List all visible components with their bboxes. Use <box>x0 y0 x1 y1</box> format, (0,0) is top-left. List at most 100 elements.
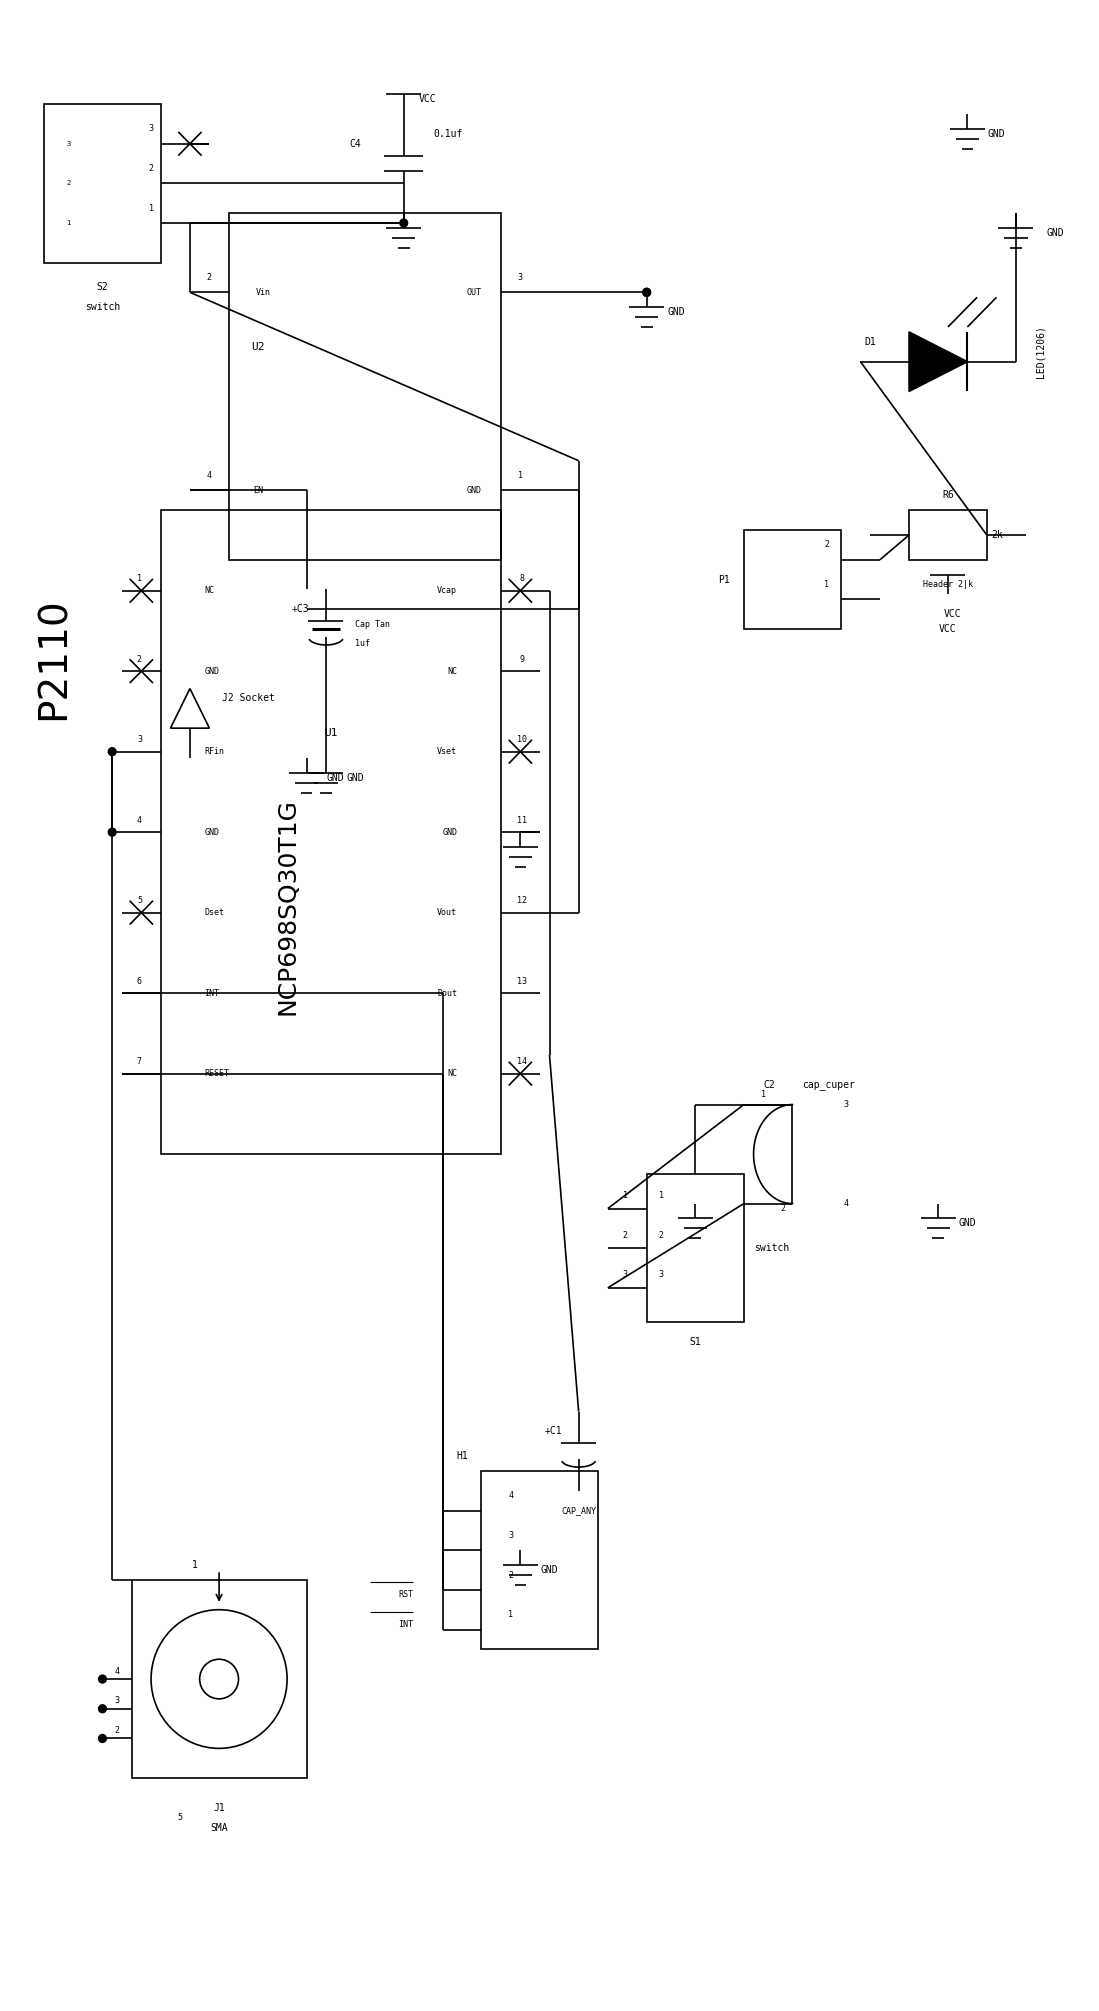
Text: 3: 3 <box>137 736 142 744</box>
Text: CAP_ANY: CAP_ANY <box>562 1506 596 1514</box>
Text: C4: C4 <box>349 139 360 149</box>
Text: 4: 4 <box>137 816 142 825</box>
Text: J1: J1 <box>213 1802 225 1812</box>
Text: 1: 1 <box>148 203 154 213</box>
Text: 10: 10 <box>518 736 528 744</box>
Text: 2: 2 <box>824 541 829 549</box>
Text: 9: 9 <box>520 656 525 664</box>
Text: RESET: RESET <box>204 1070 230 1078</box>
Text: P2110: P2110 <box>35 597 73 720</box>
Circle shape <box>109 748 116 756</box>
Bar <box>44 105 160 263</box>
Text: S1: S1 <box>689 1337 701 1347</box>
Text: GND: GND <box>204 668 220 676</box>
Text: GND: GND <box>326 772 344 782</box>
Circle shape <box>99 1705 107 1713</box>
Text: 1uf: 1uf <box>355 639 370 648</box>
Text: 3: 3 <box>66 141 70 147</box>
Text: C2: C2 <box>764 1080 775 1090</box>
Text: 2: 2 <box>137 656 142 664</box>
Text: 8: 8 <box>520 575 525 583</box>
Text: 2: 2 <box>658 1231 664 1241</box>
Text: 2: 2 <box>623 1231 628 1241</box>
Text: 3: 3 <box>518 273 523 282</box>
Text: INT: INT <box>204 989 220 997</box>
Text: 4: 4 <box>207 471 212 481</box>
Text: switch: switch <box>754 1243 789 1253</box>
Text: 1: 1 <box>658 1191 664 1201</box>
Text: U1: U1 <box>324 728 337 738</box>
Text: Vout: Vout <box>437 909 457 917</box>
Text: GND: GND <box>988 129 1006 139</box>
Text: OUT: OUT <box>466 288 481 298</box>
Text: 3: 3 <box>623 1271 628 1279</box>
Text: VCC: VCC <box>940 623 957 633</box>
Text: J2 Socket: J2 Socket <box>222 694 275 704</box>
Text: Vset: Vset <box>437 748 457 756</box>
Text: 3: 3 <box>114 1697 120 1705</box>
Text: 1: 1 <box>192 1561 198 1571</box>
Text: 0.1uf: 0.1uf <box>433 129 463 139</box>
Text: +C3: +C3 <box>292 603 310 613</box>
Text: LED(1206): LED(1206) <box>1035 326 1045 378</box>
Text: 2: 2 <box>148 165 154 173</box>
Circle shape <box>99 1675 107 1683</box>
Text: 2: 2 <box>207 273 212 282</box>
Text: +C1: +C1 <box>545 1426 563 1436</box>
Text: Vcap: Vcap <box>437 587 457 595</box>
Text: Vin: Vin <box>255 288 270 298</box>
Text: 4: 4 <box>114 1667 120 1675</box>
Text: Header 2|k: Header 2|k <box>923 579 973 589</box>
Text: 6: 6 <box>137 977 142 985</box>
Text: 3: 3 <box>658 1271 664 1279</box>
Bar <box>646 1174 744 1323</box>
Text: GND: GND <box>1046 227 1064 237</box>
Text: 1: 1 <box>137 575 142 583</box>
Circle shape <box>643 288 651 296</box>
Text: P1: P1 <box>719 575 731 585</box>
Text: 1: 1 <box>508 1611 513 1619</box>
Text: 1: 1 <box>761 1090 766 1100</box>
Bar <box>481 1470 598 1649</box>
Text: 4: 4 <box>508 1492 513 1500</box>
Text: NC: NC <box>204 587 214 595</box>
Text: Dset: Dset <box>204 909 224 917</box>
Text: 2: 2 <box>66 181 70 187</box>
Bar <box>160 511 501 1154</box>
Text: INT: INT <box>399 1621 413 1629</box>
Text: 14: 14 <box>518 1058 528 1066</box>
Text: GND: GND <box>346 772 364 782</box>
Text: SMA: SMA <box>210 1822 227 1832</box>
Text: 4: 4 <box>843 1199 848 1209</box>
Text: R6: R6 <box>942 491 954 501</box>
Text: Cap Tan: Cap Tan <box>355 619 390 629</box>
Bar <box>909 511 987 559</box>
Text: GND: GND <box>958 1219 976 1229</box>
Text: 13: 13 <box>518 977 528 985</box>
Text: 3: 3 <box>843 1100 848 1108</box>
Text: NC: NC <box>447 1070 457 1078</box>
Text: S2: S2 <box>97 282 109 292</box>
Text: 7: 7 <box>137 1058 142 1066</box>
Circle shape <box>109 829 116 837</box>
Circle shape <box>99 1735 107 1742</box>
Text: NC: NC <box>447 668 457 676</box>
Text: 1: 1 <box>623 1191 628 1201</box>
Text: switch: switch <box>85 302 120 312</box>
Text: 5: 5 <box>178 1814 182 1822</box>
Text: GND: GND <box>442 829 457 837</box>
Text: U2: U2 <box>252 342 265 352</box>
Text: 1: 1 <box>518 471 523 481</box>
Text: 1: 1 <box>824 579 829 589</box>
Text: EN: EN <box>253 487 263 495</box>
Text: 12: 12 <box>518 897 528 905</box>
Text: 2: 2 <box>508 1571 513 1579</box>
Text: GND: GND <box>204 829 220 837</box>
Text: GND: GND <box>466 487 481 495</box>
Text: 3: 3 <box>508 1530 513 1540</box>
Circle shape <box>643 288 651 296</box>
Text: 5: 5 <box>137 897 142 905</box>
Text: D1: D1 <box>864 338 876 346</box>
Text: H1: H1 <box>456 1452 468 1462</box>
Text: GND: GND <box>541 1565 558 1575</box>
